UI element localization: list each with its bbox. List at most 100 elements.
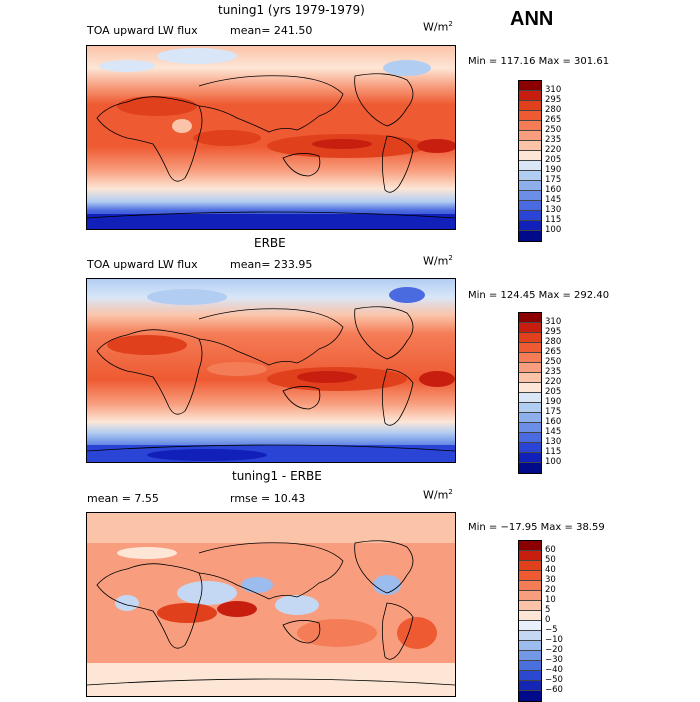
panel3-minmax: Min = −17.95 Max = 38.59 bbox=[468, 522, 605, 533]
colorbar-tick-label: −20 bbox=[545, 645, 563, 655]
colorbar-tick-label: 100 bbox=[545, 457, 562, 467]
panel1-colorbar-swatch bbox=[519, 151, 541, 161]
panel1-units: W/m2 bbox=[423, 20, 453, 34]
panel1-colorbar-swatch bbox=[519, 191, 541, 201]
panel3-colorbar-labels: 60 50 40 30 20 10 5 0 −5 −10 −20 −30 −40… bbox=[545, 545, 563, 695]
colorbar-tick-label: 160 bbox=[545, 185, 562, 195]
panel2-title: ERBE bbox=[254, 236, 286, 250]
panel2-colorbar-swatch bbox=[519, 403, 541, 413]
panel3-title: tuning1 - ERBE bbox=[232, 469, 322, 483]
panel2-colorbar-swatch bbox=[519, 443, 541, 453]
panel1-title: tuning1 (yrs 1979-1979) bbox=[218, 3, 365, 17]
colorbar-tick-label: −30 bbox=[545, 655, 563, 665]
panel2-colorbar-swatch bbox=[519, 423, 541, 433]
colorbar-tick-label: 205 bbox=[545, 155, 562, 165]
colorbar-tick-label: 50 bbox=[545, 555, 556, 565]
panel1-colorbar-swatch bbox=[519, 181, 541, 191]
panel2-colorbar-swatch bbox=[519, 463, 541, 473]
colorbar-tick-label: 220 bbox=[545, 145, 562, 155]
panel1-mean-label: mean= 241.50 bbox=[230, 24, 313, 37]
season-label: ANN bbox=[510, 8, 554, 30]
panel1-field-label: TOA upward LW flux bbox=[87, 24, 198, 37]
panel2-colorbar-swatch bbox=[519, 453, 541, 463]
panel3-map-svg bbox=[87, 513, 455, 696]
panel3-colorbar-swatch bbox=[519, 641, 541, 651]
panel2-colorbar-swatch bbox=[519, 323, 541, 333]
panel3-colorbar-swatch bbox=[519, 591, 541, 601]
colorbar-tick-label: 0 bbox=[545, 615, 551, 625]
panel2-colorbar-swatch bbox=[519, 433, 541, 443]
panel2-colorbar-swatch bbox=[519, 393, 541, 403]
panel1-minmax: Min = 117.16 Max = 301.61 bbox=[468, 56, 610, 67]
panel3-colorbar-swatch bbox=[519, 541, 541, 551]
colorbar-tick-label: −40 bbox=[545, 665, 563, 675]
panel1-colorbar-swatch bbox=[519, 91, 541, 101]
colorbar-tick-label: 295 bbox=[545, 327, 562, 337]
colorbar-tick-label: 115 bbox=[545, 215, 562, 225]
panel1-colorbar-swatch bbox=[519, 221, 541, 231]
panel1-colorbar-swatch bbox=[519, 141, 541, 151]
colorbar-tick-label: 250 bbox=[545, 357, 562, 367]
colorbar-tick-label: 145 bbox=[545, 195, 562, 205]
panel2-colorbar-labels: 310 295 280 265 250 235 220 205 190 175 … bbox=[545, 317, 561, 467]
panel2-colorbar-swatch bbox=[519, 313, 541, 323]
panel3-units: W/m2 bbox=[423, 488, 453, 502]
panel1-colorbar-swatch bbox=[519, 111, 541, 121]
panel3-colorbar-swatch bbox=[519, 631, 541, 641]
colorbar-tick-label: −10 bbox=[545, 635, 563, 645]
panel3-colorbar bbox=[518, 540, 542, 702]
colorbar-tick-label: 130 bbox=[545, 437, 562, 447]
panel3-colorbar-swatch bbox=[519, 681, 541, 691]
panel1-colorbar-swatch bbox=[519, 121, 541, 131]
panel3-colorbar-swatch bbox=[519, 691, 541, 701]
panel1-colorbar-swatch bbox=[519, 81, 541, 91]
colorbar-tick-label: 100 bbox=[545, 225, 562, 235]
colorbar-tick-label: 5 bbox=[545, 605, 551, 615]
panel3-map bbox=[86, 512, 456, 697]
colorbar-tick-label: 265 bbox=[545, 347, 562, 357]
panel2-colorbar bbox=[518, 312, 542, 474]
colorbar-tick-label: 145 bbox=[545, 427, 562, 437]
panel3-colorbar-swatch bbox=[519, 661, 541, 671]
colorbar-tick-label: 20 bbox=[545, 585, 556, 595]
panel3-colorbar-swatch bbox=[519, 571, 541, 581]
panel3-colorbar-swatch bbox=[519, 611, 541, 621]
panel1-colorbar-swatch bbox=[519, 101, 541, 111]
panel3-colorbar-swatch bbox=[519, 601, 541, 611]
colorbar-tick-label: 310 bbox=[545, 85, 562, 95]
colorbar-tick-label: −5 bbox=[545, 625, 558, 635]
panel2-minmax: Min = 124.45 Max = 292.40 bbox=[468, 290, 610, 301]
colorbar-tick-label: 190 bbox=[545, 165, 562, 175]
colorbar-tick-label: 30 bbox=[545, 575, 556, 585]
colorbar-tick-label: 235 bbox=[545, 135, 562, 145]
colorbar-tick-label: −60 bbox=[545, 685, 563, 695]
panel1-colorbar-swatch bbox=[519, 161, 541, 171]
panel1-colorbar-swatch bbox=[519, 231, 541, 241]
panel1-colorbar-swatch bbox=[519, 201, 541, 211]
panel3-colorbar-swatch bbox=[519, 551, 541, 561]
panel3-colorbar-swatch bbox=[519, 671, 541, 681]
panel1-colorbar-labels: 310 295 280 265 250 235 220 205 190 175 … bbox=[545, 85, 561, 235]
panel2-units: W/m2 bbox=[423, 254, 453, 268]
panel3-colorbar-swatch bbox=[519, 651, 541, 661]
colorbar-tick-label: 115 bbox=[545, 447, 562, 457]
colorbar-tick-label: 130 bbox=[545, 205, 562, 215]
colorbar-tick-label: 265 bbox=[545, 115, 562, 125]
panel1-colorbar-swatch bbox=[519, 211, 541, 221]
colorbar-tick-label: 175 bbox=[545, 407, 562, 417]
colorbar-tick-label: 310 bbox=[545, 317, 562, 327]
colorbar-tick-label: 60 bbox=[545, 545, 556, 555]
panel3-colorbar-swatch bbox=[519, 621, 541, 631]
panel2-colorbar-swatch bbox=[519, 383, 541, 393]
panel2-colorbar-swatch bbox=[519, 363, 541, 373]
panel2-colorbar-swatch bbox=[519, 353, 541, 363]
panel1-map-svg bbox=[87, 46, 455, 229]
panel3-colorbar-swatch bbox=[519, 581, 541, 591]
colorbar-tick-label: 205 bbox=[545, 387, 562, 397]
panel1-colorbar-swatch bbox=[519, 131, 541, 141]
panel1-colorbar bbox=[518, 80, 542, 242]
colorbar-tick-label: −50 bbox=[545, 675, 563, 685]
panel2-colorbar-swatch bbox=[519, 333, 541, 343]
colorbar-tick-label: 40 bbox=[545, 565, 556, 575]
panel2-colorbar-swatch bbox=[519, 373, 541, 383]
